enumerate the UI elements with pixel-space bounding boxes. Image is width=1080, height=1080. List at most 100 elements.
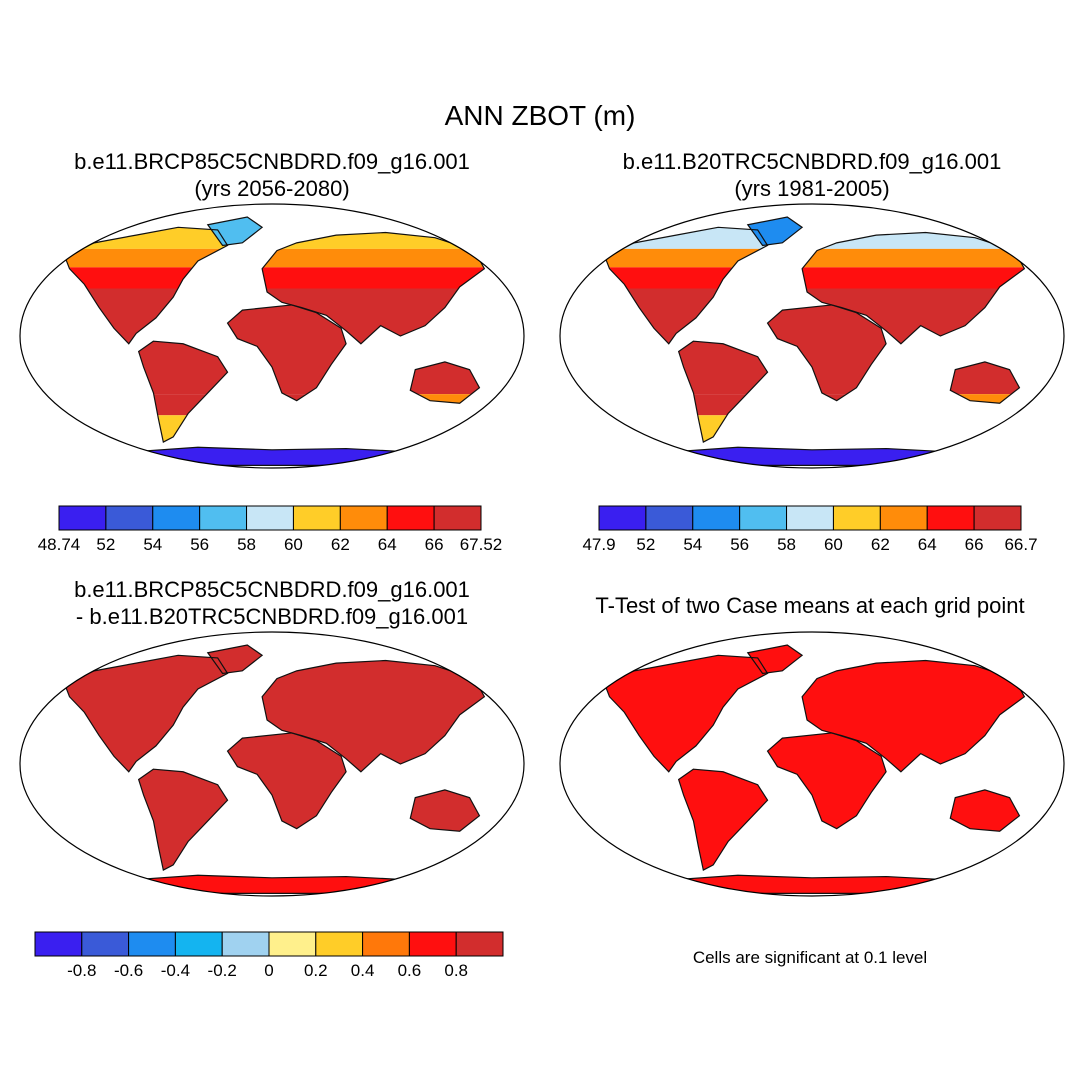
colorbar-swatch bbox=[926, 505, 975, 531]
colorbar-tick-label: 58 bbox=[777, 535, 796, 554]
coastline-africa bbox=[766, 304, 887, 402]
colorbar-swatch bbox=[152, 505, 201, 531]
coastline-africa bbox=[226, 732, 347, 830]
panel-title-line: (yrs 1981-2005) bbox=[734, 176, 890, 201]
colorbar-swatch bbox=[81, 931, 130, 957]
land-africa bbox=[767, 732, 887, 829]
colorbar-swatch bbox=[362, 931, 410, 957]
land-africa bbox=[227, 304, 347, 395]
coastline-australia bbox=[409, 789, 481, 832]
land-namerica bbox=[604, 267, 768, 289]
coastline-antarctica bbox=[614, 874, 1010, 894]
land-eurasia bbox=[262, 660, 485, 772]
colorbar-tick-label: 56 bbox=[730, 535, 749, 554]
coastline-namerica bbox=[603, 654, 769, 773]
colorbar-tick-label: 52 bbox=[96, 535, 115, 554]
land-australia bbox=[950, 361, 1020, 395]
colorbar-tick-label: 47.9 bbox=[582, 535, 615, 554]
colorbar-swatch bbox=[268, 931, 317, 957]
coastline-samerica bbox=[137, 768, 229, 871]
map-panel-ttest bbox=[559, 631, 1065, 897]
colorbar-swatch bbox=[34, 931, 83, 957]
colorbar-tick-label: 66 bbox=[965, 535, 984, 554]
colorbar-swatch bbox=[58, 505, 107, 531]
coastline-samerica bbox=[677, 340, 769, 443]
land-samerica bbox=[138, 415, 228, 443]
colorbar-swatch bbox=[199, 505, 248, 531]
coastline-antarctica bbox=[74, 874, 470, 894]
land-namerica bbox=[64, 655, 228, 772]
colorbar-tick-label: -0.2 bbox=[208, 961, 237, 980]
land-eurasia bbox=[262, 267, 485, 289]
colorbar-tick-label: 48.74 bbox=[38, 535, 81, 554]
land-samerica bbox=[678, 415, 768, 443]
panel-title-difference: b.e11.BRCP85C5CNBDRD.f09_g16.001 - b.e11… bbox=[22, 576, 522, 630]
coastline-namerica bbox=[603, 226, 769, 345]
land-eurasia bbox=[262, 248, 485, 268]
land-africa bbox=[227, 732, 347, 829]
colorbar-tick-label: 0 bbox=[264, 961, 273, 980]
map-panel-future bbox=[19, 203, 525, 469]
colorbar-swatch bbox=[973, 505, 1022, 531]
colorbar-swatch bbox=[339, 505, 388, 531]
panel-title-line: (yrs 2056-2080) bbox=[194, 176, 350, 201]
colorbar-tick-label: 60 bbox=[284, 535, 303, 554]
colorbar-swatch bbox=[645, 505, 694, 531]
colorbar-tick-label: 0.4 bbox=[351, 961, 375, 980]
colorbar-tick-label: 54 bbox=[143, 535, 162, 554]
coastline-antarctica bbox=[614, 446, 1010, 466]
panel-title-ttest: T-Test of two Case means at each grid po… bbox=[540, 592, 1080, 619]
land-namerica bbox=[64, 288, 228, 344]
land-namerica bbox=[64, 248, 228, 268]
colorbar-swatch bbox=[221, 931, 270, 957]
land-namerica bbox=[604, 288, 768, 344]
panel-title-line: b.e11.BRCP85C5CNBDRD.f09_g16.001 bbox=[74, 149, 470, 174]
map-border bbox=[19, 631, 525, 897]
colorbar-swatch bbox=[105, 505, 154, 531]
land-namerica bbox=[604, 655, 768, 772]
colorbar-tick-label: 0.8 bbox=[444, 961, 468, 980]
colorbar-swatch bbox=[246, 505, 294, 531]
map-border bbox=[19, 203, 525, 469]
colorbar-swatch bbox=[128, 931, 176, 957]
colorbar-tick-label: -0.6 bbox=[114, 961, 143, 980]
land-samerica bbox=[678, 769, 768, 871]
land-greenland bbox=[747, 644, 803, 674]
colorbar-swatch bbox=[832, 505, 881, 531]
panel-title-control: b.e11.B20TRC5CNBDRD.f09_g16.001 (yrs 198… bbox=[562, 148, 1062, 202]
coastline-africa bbox=[226, 304, 347, 402]
colorbar-tick-label: 0.6 bbox=[398, 961, 422, 980]
colorbar-swatch bbox=[879, 505, 928, 531]
coastline-africa bbox=[766, 732, 887, 830]
colorbar-swatch bbox=[455, 931, 504, 957]
colorbar-tick-label: -0.4 bbox=[161, 961, 190, 980]
colorbar-tick-label: 58 bbox=[237, 535, 256, 554]
figure-title: ANN ZBOT (m) bbox=[444, 100, 636, 131]
colorbar-tick-label: 66 bbox=[425, 535, 444, 554]
colorbar-swatch bbox=[598, 505, 647, 531]
significance-note: Cells are significant at 0.1 level bbox=[692, 948, 928, 967]
land-australia bbox=[410, 361, 480, 395]
colorbar-tick-label: 0.2 bbox=[304, 961, 328, 980]
land-eurasia bbox=[802, 248, 1025, 268]
land-samerica bbox=[138, 769, 228, 871]
colorbar-tick-label: 62 bbox=[871, 535, 890, 554]
colorbar-difference: -0.8 -0.6 -0.4 -0.2 0 0.2 0.4 0.6 0.8 bbox=[34, 931, 504, 980]
panel-title-line: - b.e11.B20TRC5CNBDRD.f09_g16.001 bbox=[75, 604, 469, 629]
coastline-samerica bbox=[677, 768, 769, 871]
coastline-australia bbox=[409, 361, 481, 404]
colorbar-tick-label: 64 bbox=[918, 535, 937, 554]
map-panel-control bbox=[559, 203, 1065, 469]
land-eurasia bbox=[802, 288, 1025, 344]
panel-title-future: b.e11.BRCP85C5CNBDRD.f09_g16.001 (yrs 20… bbox=[22, 148, 522, 202]
colorbar-swatch bbox=[786, 505, 834, 531]
colorbar-swatch bbox=[315, 931, 364, 957]
land-namerica bbox=[604, 248, 768, 268]
coastline-samerica bbox=[137, 340, 229, 443]
colorbar-control: 47.9 52 54 56 58 60 62 64 66 66.7 bbox=[582, 505, 1038, 554]
land-greenland bbox=[207, 216, 263, 246]
land-australia bbox=[410, 789, 480, 832]
colorbar-tick-label: 60 bbox=[824, 535, 843, 554]
